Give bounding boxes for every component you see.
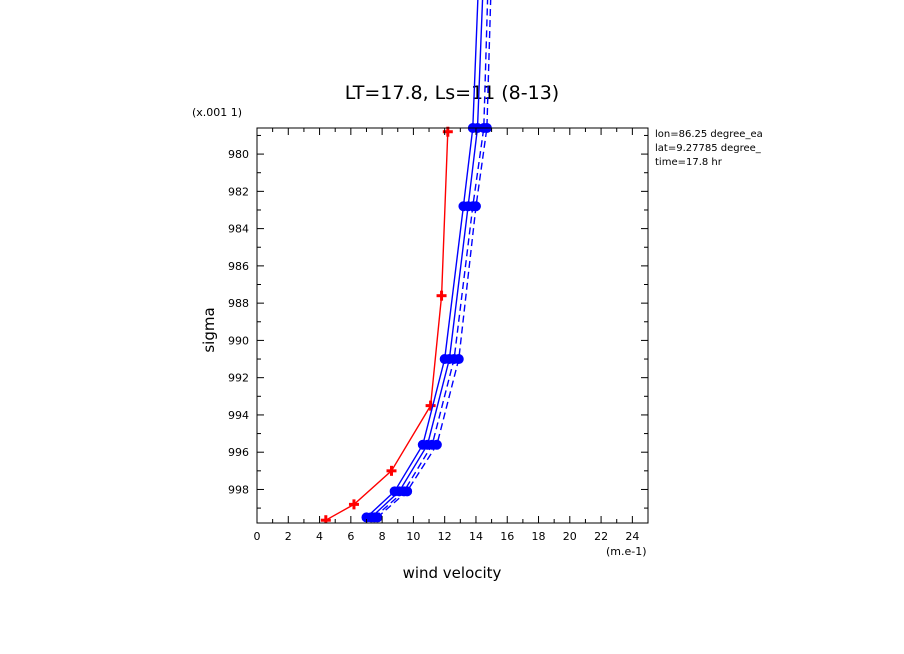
series-layer — [320, 0, 492, 523]
series-5-point — [372, 512, 383, 523]
x-tick-label: 20 — [563, 530, 577, 543]
series-5-point — [402, 486, 413, 497]
y-tick-label: 998 — [228, 483, 249, 496]
y-tick-label: 988 — [228, 297, 249, 310]
y-tick-label: 984 — [228, 223, 249, 236]
y-tick-label: 982 — [228, 185, 249, 198]
series-5-point — [470, 201, 481, 212]
y-tick-label: 986 — [228, 260, 249, 273]
annotation-lon: lon=86.25 degree_ea — [655, 129, 763, 140]
x-tick-label: 14 — [469, 530, 483, 543]
x-tick-label: 4 — [316, 530, 323, 543]
y-tick-label: 992 — [228, 372, 249, 385]
plot-frame — [256, 127, 649, 524]
series-5-point — [431, 439, 442, 450]
annotation-lat: lat=9.27785 degree_ — [655, 143, 762, 154]
x-tick-label: 24 — [625, 530, 639, 543]
chart-title: LT=17.8, Ls=11 (8-13) — [345, 82, 559, 104]
annotation-time: time=17.8 hr — [655, 157, 723, 168]
x-tick-label: 12 — [438, 530, 452, 543]
x-tick-label: 2 — [285, 530, 292, 543]
annotation-block: lon=86.25 degree_ea lat=9.27785 degree_ … — [655, 129, 763, 168]
y-scale-label: (x.001 1) — [192, 106, 242, 119]
x-axis-label: wind velocity — [403, 564, 502, 582]
series-line-4 — [373, 0, 489, 518]
y-axis-label: sigma — [200, 307, 218, 352]
y-tick-label: 980 — [228, 148, 249, 161]
y-tick-label: 994 — [228, 409, 249, 422]
x-tick-label: 6 — [347, 530, 354, 543]
y-tick-label: 990 — [228, 334, 249, 347]
series-1-point — [425, 400, 436, 411]
ticks-layer: 0 2 4 6 8 10 12 14 16 18 20 22 249809829849869889909… — [228, 128, 648, 543]
series-5-point — [453, 354, 464, 365]
x-tick-label: 8 — [379, 530, 386, 543]
series-line-1 — [325, 131, 449, 521]
x-tick-label: 0 — [254, 530, 261, 543]
series-1-point — [436, 290, 447, 301]
x-tick-label: 10 — [406, 530, 420, 543]
series-1-point — [348, 499, 359, 510]
x-tick-label: 18 — [532, 530, 546, 543]
series-1-point — [320, 515, 331, 523]
y-tick-label: 996 — [228, 446, 249, 459]
x-unit-label: (m.e-1) — [606, 545, 647, 558]
x-tick-label: 22 — [594, 530, 608, 543]
series-1-point — [386, 465, 397, 476]
x-tick-label: 16 — [500, 530, 514, 543]
